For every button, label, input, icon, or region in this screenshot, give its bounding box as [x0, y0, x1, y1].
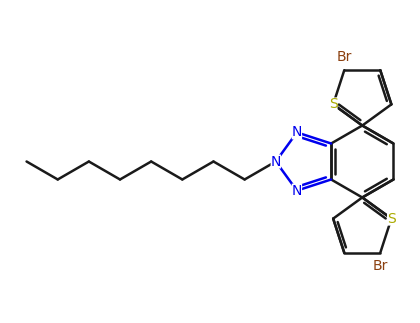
Text: S: S	[387, 212, 396, 225]
Text: Br: Br	[373, 259, 388, 273]
Text: N: N	[270, 154, 281, 169]
Text: S: S	[329, 98, 338, 111]
Text: N: N	[292, 125, 302, 140]
Text: Br: Br	[336, 50, 352, 64]
Text: N: N	[292, 183, 302, 198]
